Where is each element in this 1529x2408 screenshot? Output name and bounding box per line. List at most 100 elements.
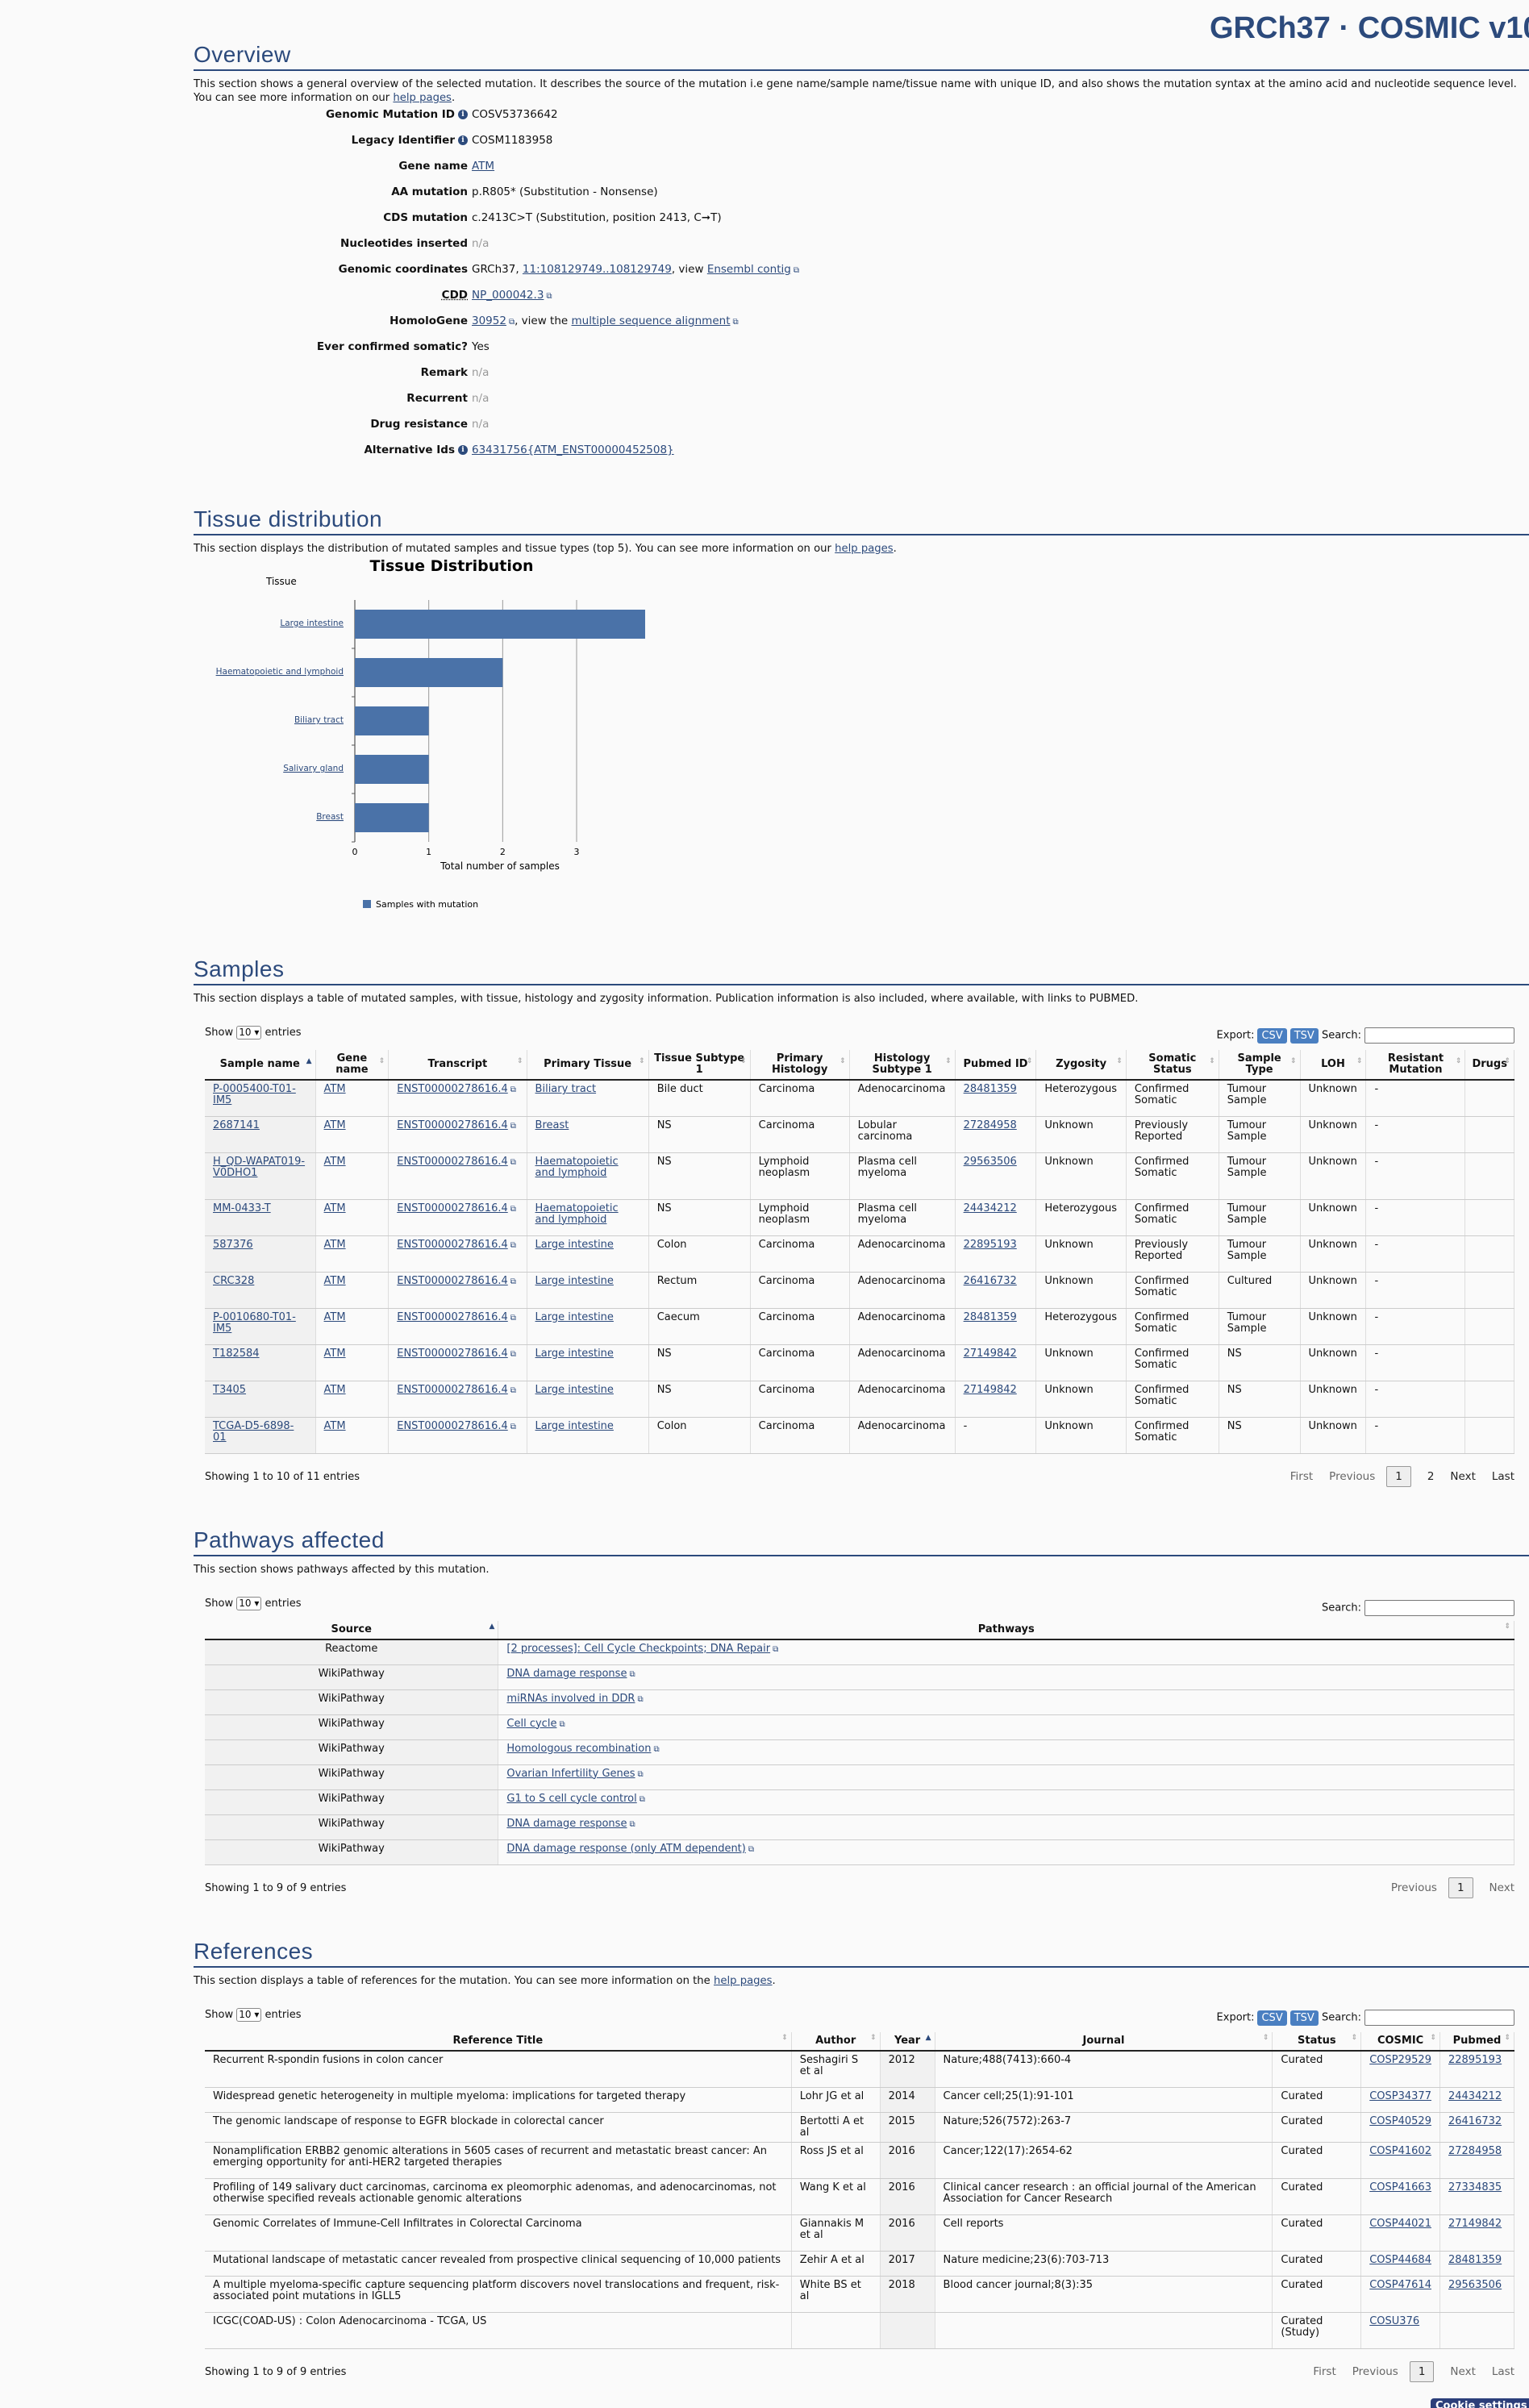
sample-name-link[interactable]: 2687141: [213, 1119, 260, 1131]
bar-biliary-tract[interactable]: [355, 706, 429, 735]
primary-tissue-link[interactable]: Large intestine: [535, 1419, 614, 1432]
cosmic-link[interactable]: COSP44021: [1369, 2217, 1431, 2230]
column-header-resistant-mutation[interactable]: Resistant Mutation ⇕: [1365, 1050, 1466, 1081]
pubmed-link[interactable]: 24434212: [1448, 2089, 1502, 2102]
help-pages-link[interactable]: help pages: [714, 1975, 773, 1987]
cosmic-link[interactable]: COSP44684: [1369, 2253, 1431, 2266]
pathways-link[interactable]: DNA damage response: [506, 1817, 627, 1830]
pubmed-id-link[interactable]: 27149842: [963, 1347, 1017, 1360]
y-tick-label[interactable]: Haematopoietic and lymphoid: [216, 667, 344, 677]
gene-name-link[interactable]: ATM: [323, 1383, 346, 1396]
gene-name-link[interactable]: ATM: [323, 1083, 346, 1095]
cdd-link[interactable]: NP_000042.3: [472, 289, 544, 302]
cookie-settings-button[interactable]: Cookie settings: [1431, 2398, 1529, 2408]
page-length-select[interactable]: 10 ▾: [236, 2008, 262, 2022]
pubmed-id-link[interactable]: 22895193: [963, 1238, 1017, 1251]
pubmed-link[interactable]: 28481359: [1448, 2253, 1502, 2266]
gene-name-link[interactable]: ATM: [323, 1238, 346, 1251]
gene-name-link[interactable]: ATM: [323, 1347, 346, 1360]
primary-tissue-link[interactable]: Large intestine: [535, 1383, 614, 1396]
column-header-cosmic[interactable]: COSMIC ⇕: [1360, 2032, 1440, 2052]
sample-name-link[interactable]: 587376: [213, 1238, 253, 1251]
pathways-search-input[interactable]: [1364, 1600, 1514, 1616]
primary-tissue-link[interactable]: Haematopoietic and lymphoid: [535, 1202, 619, 1226]
last-button[interactable]: Last: [1491, 2365, 1514, 2378]
sample-name-link[interactable]: TCGA-D5-6898-01: [213, 1419, 294, 1444]
pathways-link[interactable]: Ovarian Infertility Genes: [506, 1767, 635, 1780]
coordinates-link[interactable]: 11:108129749..108129749: [522, 263, 672, 276]
page-1-button[interactable]: 1: [1448, 1877, 1473, 1898]
gene-link[interactable]: ATM: [472, 160, 495, 173]
transcript-link[interactable]: ENST00000278616.4: [397, 1310, 508, 1323]
info-icon[interactable]: i: [458, 445, 468, 455]
gene-name-link[interactable]: ATM: [323, 1119, 346, 1131]
column-header-status[interactable]: Status ⇕: [1272, 2032, 1362, 2052]
first-button[interactable]: First: [1313, 2365, 1336, 2378]
pubmed-link[interactable]: 27334835: [1448, 2181, 1502, 2193]
help-pages-link[interactable]: help pages: [835, 543, 894, 555]
sample-name-link[interactable]: T182584: [213, 1347, 260, 1360]
pathways-link[interactable]: G1 to S cell cycle control: [506, 1792, 637, 1805]
pathways-link[interactable]: DNA damage response: [506, 1667, 627, 1680]
column-header-zygosity[interactable]: Zygosity ⇕: [1035, 1050, 1127, 1081]
primary-tissue-link[interactable]: Large intestine: [535, 1347, 614, 1360]
sample-name-link[interactable]: H_QD-WAPAT019-V0DHO1: [213, 1155, 306, 1179]
column-header-tissue-subtype-1[interactable]: Tissue Subtype 1 ⇕: [648, 1050, 751, 1081]
pubmed-id-link[interactable]: 28481359: [963, 1310, 1017, 1323]
cosmic-link[interactable]: COSP40529: [1369, 2114, 1431, 2127]
page-1-button[interactable]: 1: [1386, 1466, 1411, 1487]
pubmed-id-link[interactable]: 24434212: [963, 1202, 1017, 1214]
transcript-link[interactable]: ENST00000278616.4: [397, 1383, 508, 1396]
transcript-link[interactable]: ENST00000278616.4: [397, 1202, 508, 1214]
column-header-histology-subtype-1[interactable]: Histology Subtype 1 ⇕: [849, 1050, 956, 1081]
gene-name-link[interactable]: ATM: [323, 1310, 346, 1323]
column-header-somatic-status[interactable]: Somatic Status ⇕: [1126, 1050, 1219, 1081]
column-header-source[interactable]: Source ▲: [205, 1621, 499, 1640]
bar-salivary-gland[interactable]: [355, 755, 429, 784]
page-1-button[interactable]: 1: [1409, 2361, 1435, 2382]
help-pages-link[interactable]: help pages: [393, 92, 452, 104]
gene-name-link[interactable]: ATM: [323, 1155, 346, 1168]
next-button[interactable]: Next: [1450, 2365, 1476, 2378]
primary-tissue-link[interactable]: Biliary tract: [535, 1083, 597, 1095]
cosmic-link[interactable]: COSP41602: [1369, 2144, 1431, 2157]
sample-name-link[interactable]: T3405: [213, 1383, 247, 1396]
primary-tissue-link[interactable]: Breast: [535, 1119, 569, 1131]
sample-name-link[interactable]: MM-0433-T: [213, 1202, 271, 1214]
next-button[interactable]: Next: [1450, 1470, 1476, 1483]
pubmed-link[interactable]: 29563506: [1448, 2278, 1502, 2291]
bar-breast[interactable]: [355, 803, 429, 832]
previous-button[interactable]: Previous: [1352, 2365, 1398, 2378]
column-header-primary-tissue[interactable]: Primary Tissue ⇕: [527, 1050, 649, 1081]
transcript-link[interactable]: ENST00000278616.4: [397, 1119, 508, 1131]
pubmed-id-link[interactable]: 27284958: [963, 1119, 1017, 1131]
page-length-select[interactable]: 10 ▾: [236, 1597, 262, 1610]
pubmed-link[interactable]: 27284958: [1448, 2144, 1502, 2157]
column-header-year[interactable]: Year ▲: [880, 2032, 935, 2052]
sample-name-link[interactable]: P-0005400-T01-IM5: [213, 1083, 296, 1106]
pathways-link[interactable]: DNA damage response (only ATM dependent): [506, 1842, 746, 1855]
column-header-gene-name[interactable]: Gene name ⇕: [315, 1050, 390, 1081]
tsv-button[interactable]: TSV: [1289, 1027, 1319, 1044]
column-header-pathways[interactable]: Pathways ⇕: [498, 1621, 1514, 1640]
gene-name-link[interactable]: ATM: [323, 1274, 346, 1287]
pathways-link[interactable]: [2 processes]: Cell Cycle Checkpoints; D…: [506, 1643, 771, 1655]
csv-button[interactable]: CSV: [1257, 2010, 1287, 2026]
column-header-pubmed[interactable]: Pubmed ⇕: [1439, 2032, 1515, 2052]
transcript-link[interactable]: ENST00000278616.4: [397, 1155, 508, 1168]
pubmed-id-link[interactable]: 26416732: [963, 1274, 1017, 1287]
cosmic-link[interactable]: COSU376: [1369, 2314, 1420, 2327]
csv-button[interactable]: CSV: [1257, 1027, 1287, 1044]
bar-haematopoietic-and-lymphoid[interactable]: [355, 658, 503, 687]
tsv-button[interactable]: TSV: [1289, 2010, 1319, 2026]
pubmed-id-link[interactable]: 27149842: [963, 1383, 1017, 1396]
pubmed-link[interactable]: 22895193: [1448, 2054, 1502, 2066]
cosmic-link[interactable]: COSP29529: [1369, 2054, 1431, 2066]
column-header-loh[interactable]: LOH ⇕: [1300, 1050, 1367, 1081]
alignment-link[interactable]: multiple sequence alignment: [571, 315, 731, 327]
info-icon[interactable]: i: [458, 135, 468, 145]
pubmed-id-link[interactable]: 29563506: [963, 1155, 1017, 1168]
previous-button[interactable]: Previous: [1329, 1470, 1376, 1483]
transcript-link[interactable]: ENST00000278616.4: [397, 1347, 508, 1360]
cosmic-link[interactable]: COSP41663: [1369, 2181, 1431, 2193]
